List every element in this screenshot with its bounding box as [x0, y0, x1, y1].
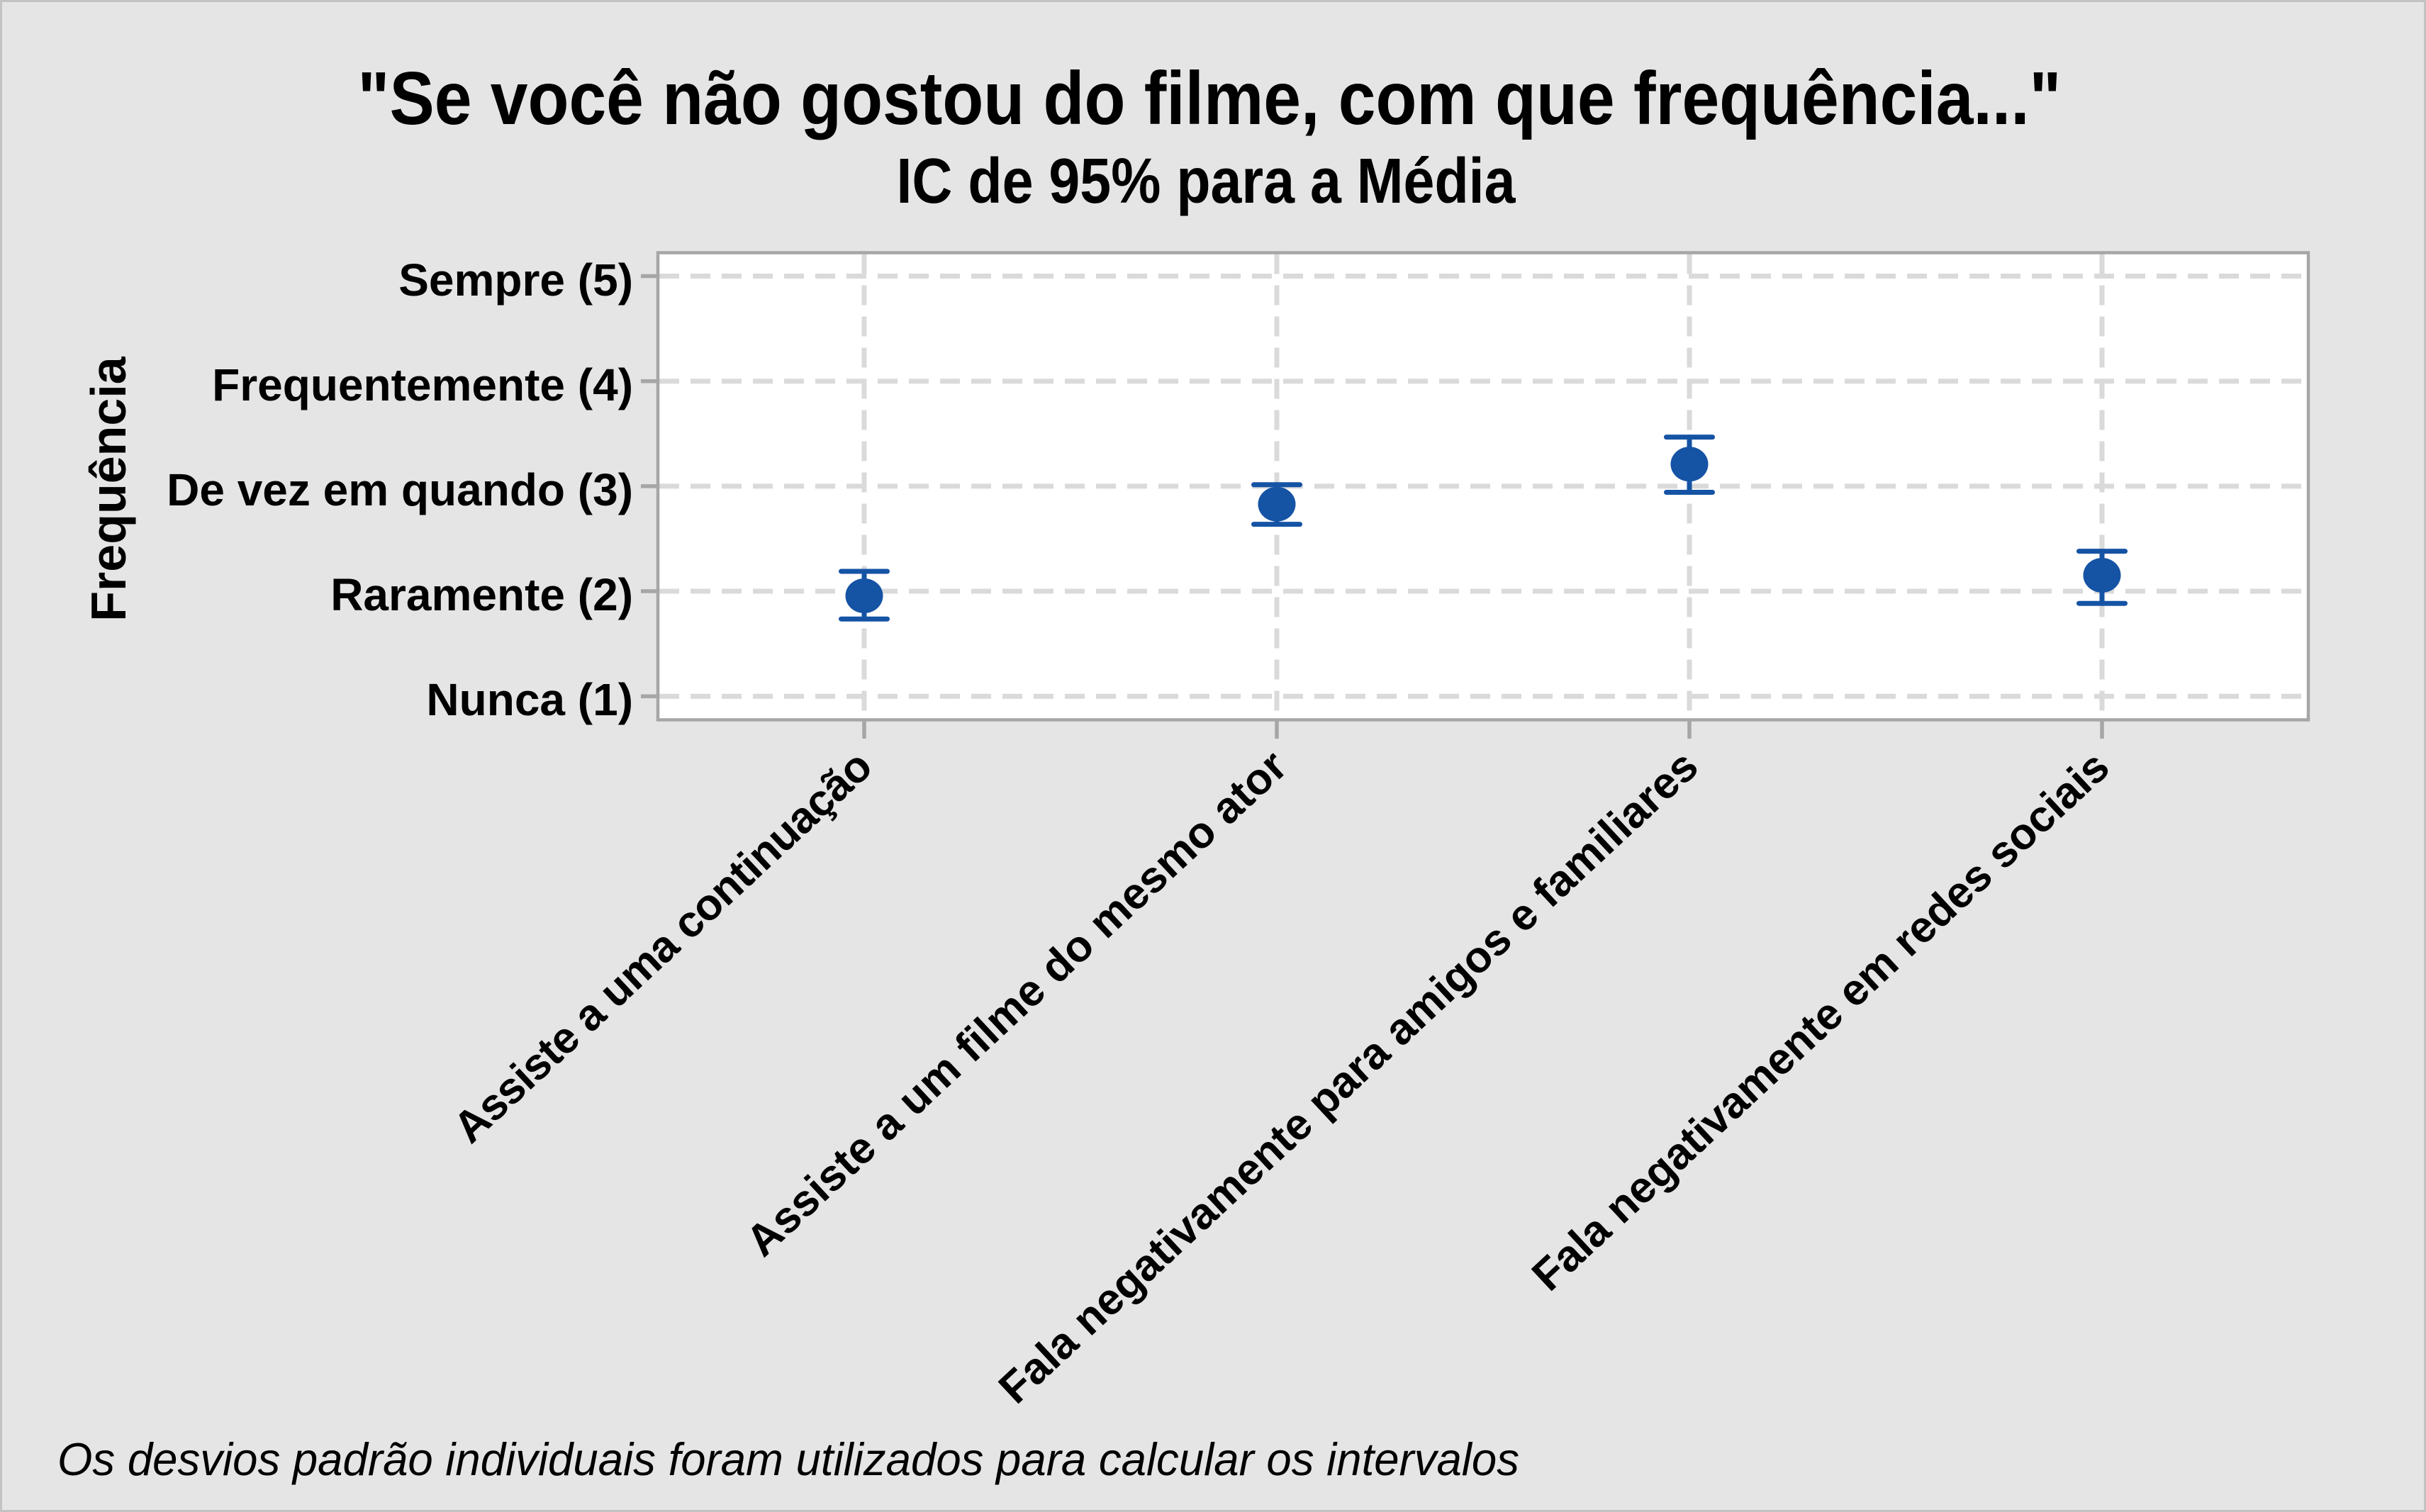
svg-text:Raramente (2): Raramente (2) — [330, 569, 633, 620]
svg-text:IC de 95% para a Média: IC de 95% para a Média — [897, 146, 1516, 217]
svg-text:De vez em quando (3): De vez em quando (3) — [167, 464, 633, 515]
svg-text:Frequência: Frequência — [81, 356, 136, 622]
svg-text:Nunca (1): Nunca (1) — [426, 674, 633, 725]
svg-text:Sempre (5): Sempre (5) — [398, 254, 633, 306]
svg-text:Os desvios padrão individuais: Os desvios padrão individuais foram util… — [57, 1433, 1519, 1485]
svg-text:"Se você não gostou do filme,: "Se você não gostou do filme, com que fr… — [358, 57, 2062, 140]
svg-text:Frequentemente (4): Frequentemente (4) — [212, 359, 633, 410]
